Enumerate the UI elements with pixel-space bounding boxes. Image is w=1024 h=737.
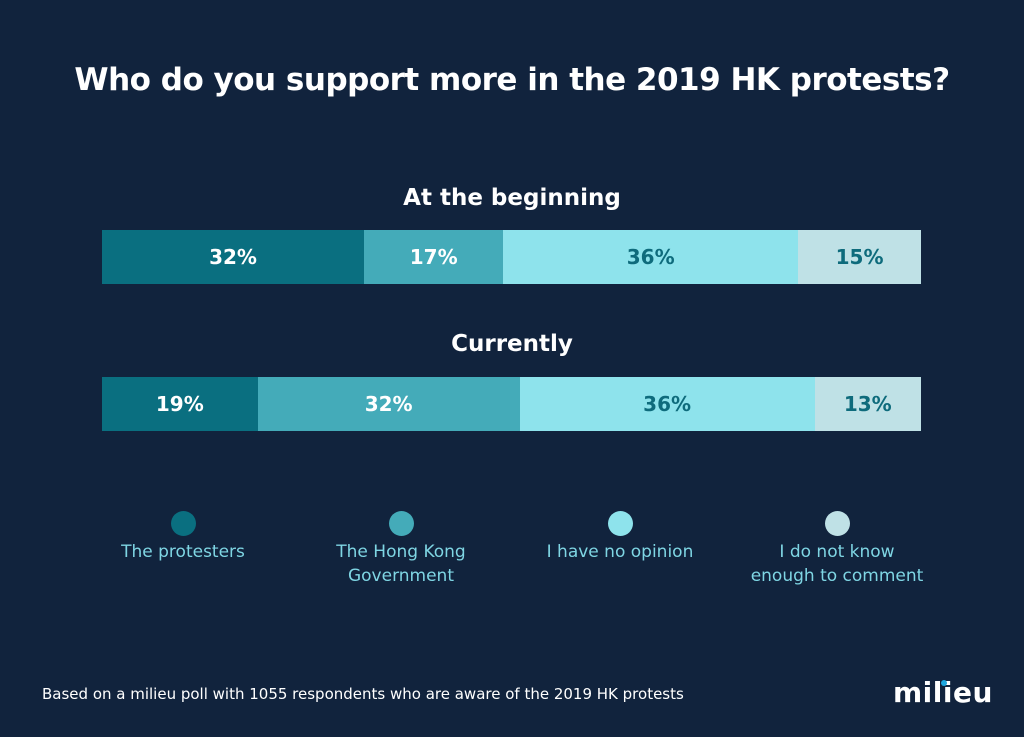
legend-item: I do not know enough to comment (737, 511, 937, 588)
bar-segment-the-hong-kong-government: 32% (257, 377, 520, 431)
data-label: 32% (364, 392, 413, 416)
bar-label-currently: Currently (451, 331, 573, 357)
bar-segment-i-have-no-opinion: 36% (503, 230, 799, 284)
legend-label: I have no opinion (546, 542, 694, 562)
legend-label: The protesters (121, 542, 245, 562)
legend-item: The Hong Kong Government (301, 511, 501, 588)
data-label: 19% (155, 392, 204, 416)
data-label: 17% (409, 245, 458, 269)
legend-label: Government (347, 566, 455, 586)
logo-dot-icon (941, 680, 947, 686)
legend-label: enough to comment (750, 566, 924, 586)
legend-label: The Hong Kong (336, 542, 466, 562)
bar-beginning: 32% 17% 36% 15% (102, 230, 921, 284)
legend-item: I have no opinion (520, 511, 720, 564)
bar-segment-i-do-not-know-enough-to-comment: 15% (798, 230, 921, 284)
chart-title: Who do you support more in the 2019 HK p… (74, 62, 950, 98)
data-label: 32% (209, 245, 257, 269)
legend-item: The protesters (83, 511, 283, 564)
bar-segment-the-hong-kong-government: 17% (364, 230, 504, 284)
data-label: 36% (643, 392, 692, 416)
milieu-logo: milieu (893, 676, 993, 709)
bar-label-beginning: At the beginning (403, 185, 621, 211)
legend-dot-icon (170, 511, 196, 536)
bar-segment-the-protesters: 19% (102, 377, 258, 431)
legend-dot-icon (388, 511, 414, 536)
bar-currently: 19% 32% 36% 13% (102, 377, 921, 431)
bar-segment-i-do-not-know-enough-to-comment: 13% (814, 377, 921, 431)
bar-segment-i-have-no-opinion: 36% (519, 377, 815, 431)
data-label: 15% (835, 245, 884, 269)
data-label: 13% (843, 392, 892, 416)
bar-segment-the-protesters: 32% (102, 230, 365, 284)
legend-label: I do not know (779, 542, 895, 562)
legend-dot-icon (607, 511, 633, 536)
data-label: 36% (626, 245, 675, 269)
legend-dot-icon (824, 511, 850, 536)
footer-note: Based on a milieu poll with 1055 respond… (42, 685, 684, 703)
